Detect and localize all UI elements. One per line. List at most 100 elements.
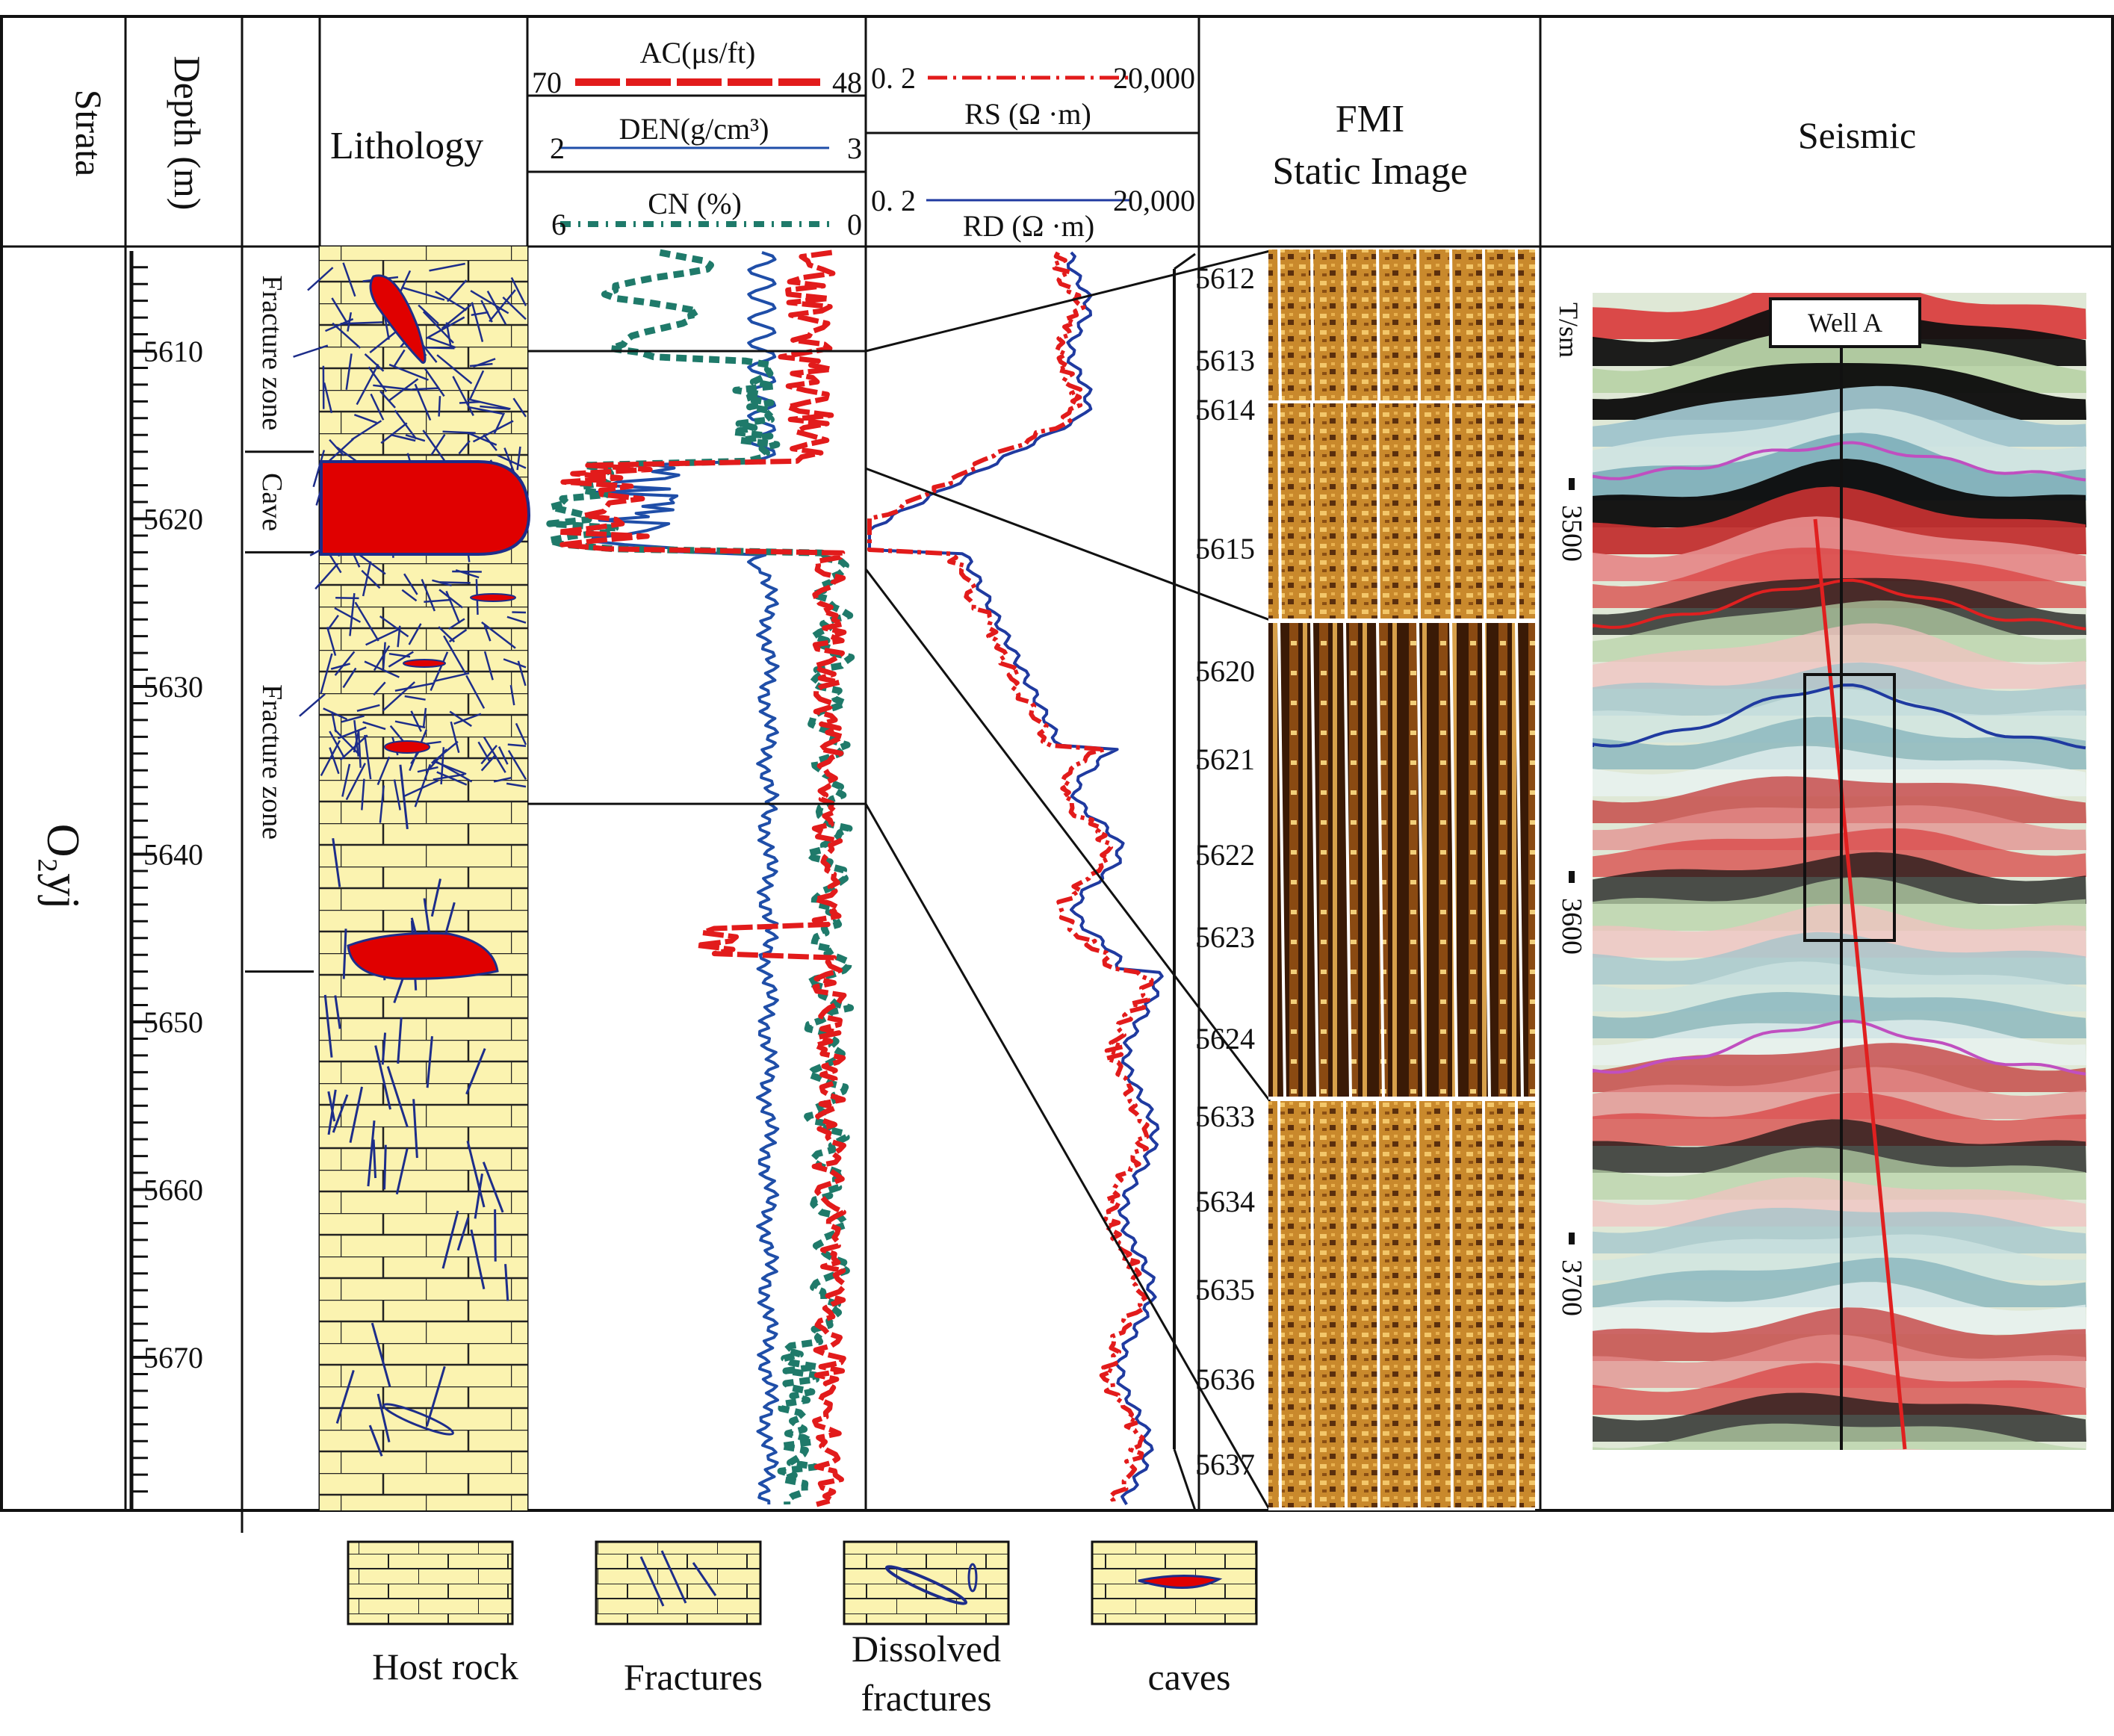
fracture-line bbox=[356, 364, 379, 406]
fmi-pad-gap bbox=[1515, 403, 1519, 621]
fracture-line bbox=[334, 607, 362, 623]
fracture-line bbox=[312, 450, 326, 488]
fracture-line bbox=[340, 321, 383, 325]
zone-label-1: Cave bbox=[256, 473, 288, 531]
fracture-line bbox=[342, 262, 356, 297]
fracture-line bbox=[497, 746, 509, 765]
fracture-line bbox=[430, 878, 441, 917]
fmi-pad-gap bbox=[1310, 622, 1319, 1099]
fracture-line bbox=[447, 279, 468, 303]
fracture-line bbox=[410, 710, 422, 732]
rs-curve bbox=[867, 251, 1154, 1505]
fmi-pad-gap bbox=[1277, 403, 1282, 621]
depth-tick-label-0: 5610 bbox=[143, 335, 203, 368]
fmi-pad-gap bbox=[1515, 249, 1519, 403]
fracture-line bbox=[436, 771, 468, 786]
fracture-line bbox=[482, 1162, 504, 1213]
fmi-header-line2: Static Image bbox=[1272, 150, 1467, 193]
fmi-depth-label-2: 5614 bbox=[1195, 393, 1255, 427]
fracture-line bbox=[450, 721, 460, 753]
cn-header-max: 0 bbox=[847, 208, 862, 241]
fracture-line bbox=[507, 749, 527, 781]
lithology-header: Lithology bbox=[330, 125, 483, 167]
well-label-box bbox=[1769, 297, 1921, 348]
seismic-reflector bbox=[1593, 1067, 2086, 1119]
fmi-image-track: 5612 5613 5614 5615 5620 5621 5622 5623 5624 5633… bbox=[1195, 249, 1535, 1510]
legend-label-2-b: fractures bbox=[861, 1677, 992, 1719]
fmi-pad-gap bbox=[1482, 403, 1487, 621]
fracture-line bbox=[456, 1217, 470, 1251]
fmi-pad-gap bbox=[1482, 1100, 1487, 1510]
fracture-line bbox=[367, 1120, 376, 1187]
fracture-line bbox=[435, 291, 468, 311]
fmi-depth-label-11: 5635 bbox=[1195, 1273, 1255, 1306]
seismic-reflector bbox=[1593, 1257, 2086, 1307]
seismic-reflector bbox=[1593, 877, 2086, 931]
fracture-line bbox=[382, 681, 416, 712]
fracture-line bbox=[362, 561, 372, 597]
fracture-line bbox=[424, 598, 451, 604]
fracture-line bbox=[426, 1036, 433, 1088]
fracture-line bbox=[422, 311, 454, 344]
cave-lens bbox=[403, 659, 446, 668]
seismic-reflector bbox=[1593, 1119, 2086, 1173]
fracture-line bbox=[334, 995, 341, 1029]
fracture-line bbox=[433, 672, 470, 683]
fracture-line bbox=[383, 1144, 387, 1190]
zone-track: Fracture zone Cave Fracture zone bbox=[245, 275, 314, 973]
seismic-horizon-top bbox=[1593, 441, 2086, 482]
seismic-time-label-0: 3500 bbox=[1556, 505, 1587, 562]
fracture-line bbox=[414, 383, 432, 421]
fmi-pad-gap bbox=[1416, 622, 1425, 1099]
fracture-line bbox=[480, 745, 497, 765]
fracture-line bbox=[425, 316, 465, 340]
fracture-line bbox=[448, 628, 468, 643]
fracture-line bbox=[481, 621, 516, 649]
fracture-line bbox=[341, 763, 351, 797]
seismic-image bbox=[1593, 293, 2086, 1450]
fracture-line bbox=[408, 623, 422, 645]
fracture-line bbox=[389, 725, 404, 742]
fmi-panel-2 bbox=[1268, 623, 1535, 1098]
lithology-host-rock bbox=[320, 247, 527, 1510]
fracture-line bbox=[330, 663, 350, 670]
fracture-line bbox=[468, 370, 485, 400]
cn-header-min: 6 bbox=[551, 208, 566, 241]
fracture-line bbox=[516, 446, 521, 471]
fmi-depth-axis-top bbox=[1174, 252, 1196, 270]
fmi-pad-gap bbox=[1515, 1100, 1519, 1510]
fracture-line bbox=[469, 362, 493, 368]
fracture-line bbox=[320, 740, 341, 777]
fmi-connector-lines bbox=[527, 249, 1271, 1511]
fmi-depth-label-6: 5622 bbox=[1195, 838, 1255, 872]
fmi-pad-gap bbox=[1310, 249, 1315, 403]
fracture-line bbox=[477, 741, 491, 762]
fracture-line bbox=[331, 297, 348, 323]
fracture-line bbox=[507, 743, 527, 748]
fmi-pad-gap bbox=[1277, 1100, 1282, 1510]
fracture-line bbox=[379, 615, 409, 638]
fracture-line bbox=[497, 454, 527, 469]
fmi-depth-label-1: 5613 bbox=[1195, 344, 1255, 377]
fracture-line bbox=[350, 420, 382, 441]
fracture-line bbox=[342, 929, 347, 979]
fmi-pad-gap bbox=[1343, 1100, 1348, 1510]
dissolved-fracture bbox=[382, 1403, 454, 1436]
cave-lower bbox=[347, 931, 499, 980]
fracture-line bbox=[327, 1091, 336, 1122]
fracture-line bbox=[472, 420, 514, 443]
fracture-line bbox=[380, 422, 408, 444]
seismic-reflector bbox=[1593, 805, 2086, 850]
rs-header-label: RS (Ω ·m) bbox=[964, 97, 1091, 131]
fmi-pad-gap bbox=[1416, 403, 1421, 621]
fracture-line bbox=[379, 390, 396, 409]
seismic-reflector bbox=[1593, 1092, 2086, 1146]
fmi-depth-label-0: 5612 bbox=[1195, 261, 1255, 295]
legend-fracture bbox=[639, 1556, 665, 1607]
legend-label-3: caves bbox=[1147, 1656, 1230, 1698]
fmi-pad-gap bbox=[1310, 403, 1315, 621]
fracture-line bbox=[493, 776, 512, 783]
fracture-line bbox=[376, 756, 391, 786]
seismic-horizon-bottom bbox=[1593, 1019, 2086, 1076]
seismic-horizon-blue bbox=[1593, 683, 2086, 750]
